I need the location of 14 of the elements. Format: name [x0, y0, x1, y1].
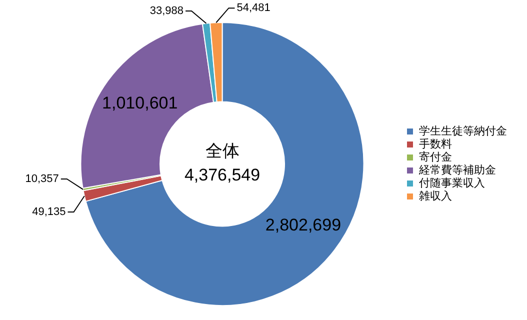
legend-label: 付随事業収入 [419, 176, 485, 190]
data-label: 54,481 [236, 2, 270, 14]
legend-label: 寄付金 [419, 150, 452, 164]
legend-label: 雑収入 [419, 190, 452, 203]
text: 4,376,549 [184, 166, 260, 185]
data-label: 1,010,601 [102, 94, 178, 113]
legend-label: 経常費等補助金 [418, 164, 496, 177]
legend-label: 手数料 [419, 138, 452, 151]
data-label: 49,135 [32, 206, 66, 218]
legend-label: 学生生徒等納付金 [419, 124, 507, 138]
data-label: 10,357 [25, 172, 59, 185]
text: 全体 [205, 142, 240, 161]
data-label: 2,802,699 [265, 216, 342, 235]
data-label: 33,988 [150, 5, 184, 18]
